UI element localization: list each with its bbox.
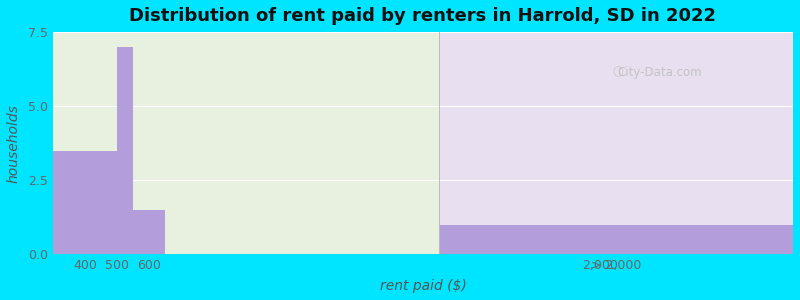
- Bar: [134, 210, 166, 254]
- Text: ○: ○: [612, 66, 623, 79]
- X-axis label: rent paid ($): rent paid ($): [379, 279, 466, 293]
- Text: City-Data.com: City-Data.com: [618, 66, 702, 79]
- Y-axis label: households: households: [7, 104, 21, 183]
- Bar: [53, 32, 439, 254]
- Bar: [439, 32, 793, 254]
- Bar: [439, 225, 793, 254]
- Bar: [53, 151, 117, 254]
- Bar: [117, 47, 134, 254]
- Title: Distribution of rent paid by renters in Harrold, SD in 2022: Distribution of rent paid by renters in …: [130, 7, 717, 25]
